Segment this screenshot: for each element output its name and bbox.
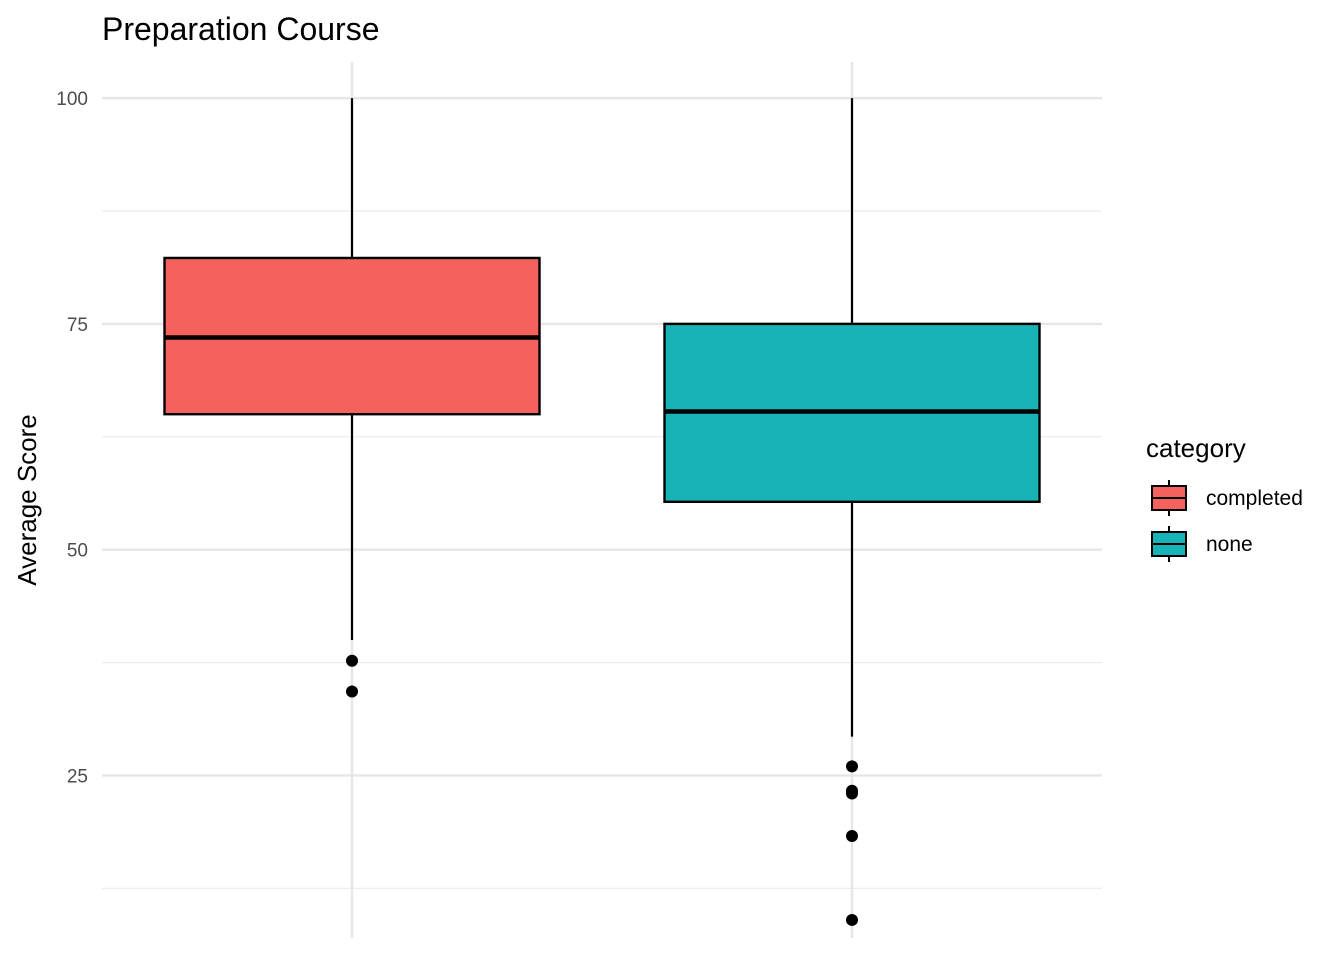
legend-item-completed: completed [1151,480,1303,516]
outlier-point [846,787,858,800]
outlier-point [346,654,358,667]
outlier-point [846,829,858,842]
y-tick-label: 75 [67,315,88,336]
y-tick-label: 25 [67,766,88,787]
y-tick-label: 50 [67,541,88,562]
legend-label: completed [1206,487,1303,510]
legend: category completed none [1146,433,1303,562]
boxplots [163,98,1041,926]
legend-title: category [1146,433,1246,463]
outlier-point [846,760,858,773]
y-tick-label: 100 [56,89,88,110]
legend-label: none [1206,533,1253,556]
outlier-point [846,913,858,926]
box-none [663,98,1041,926]
legend-item-none: none [1151,526,1253,562]
y-axis-label: Average Score [12,414,42,586]
chart-title: Preparation Course [102,11,379,47]
y-axis-tick-labels: 25 50 75 100 [56,89,88,787]
box-completed [163,98,541,698]
outlier-point [346,685,358,698]
